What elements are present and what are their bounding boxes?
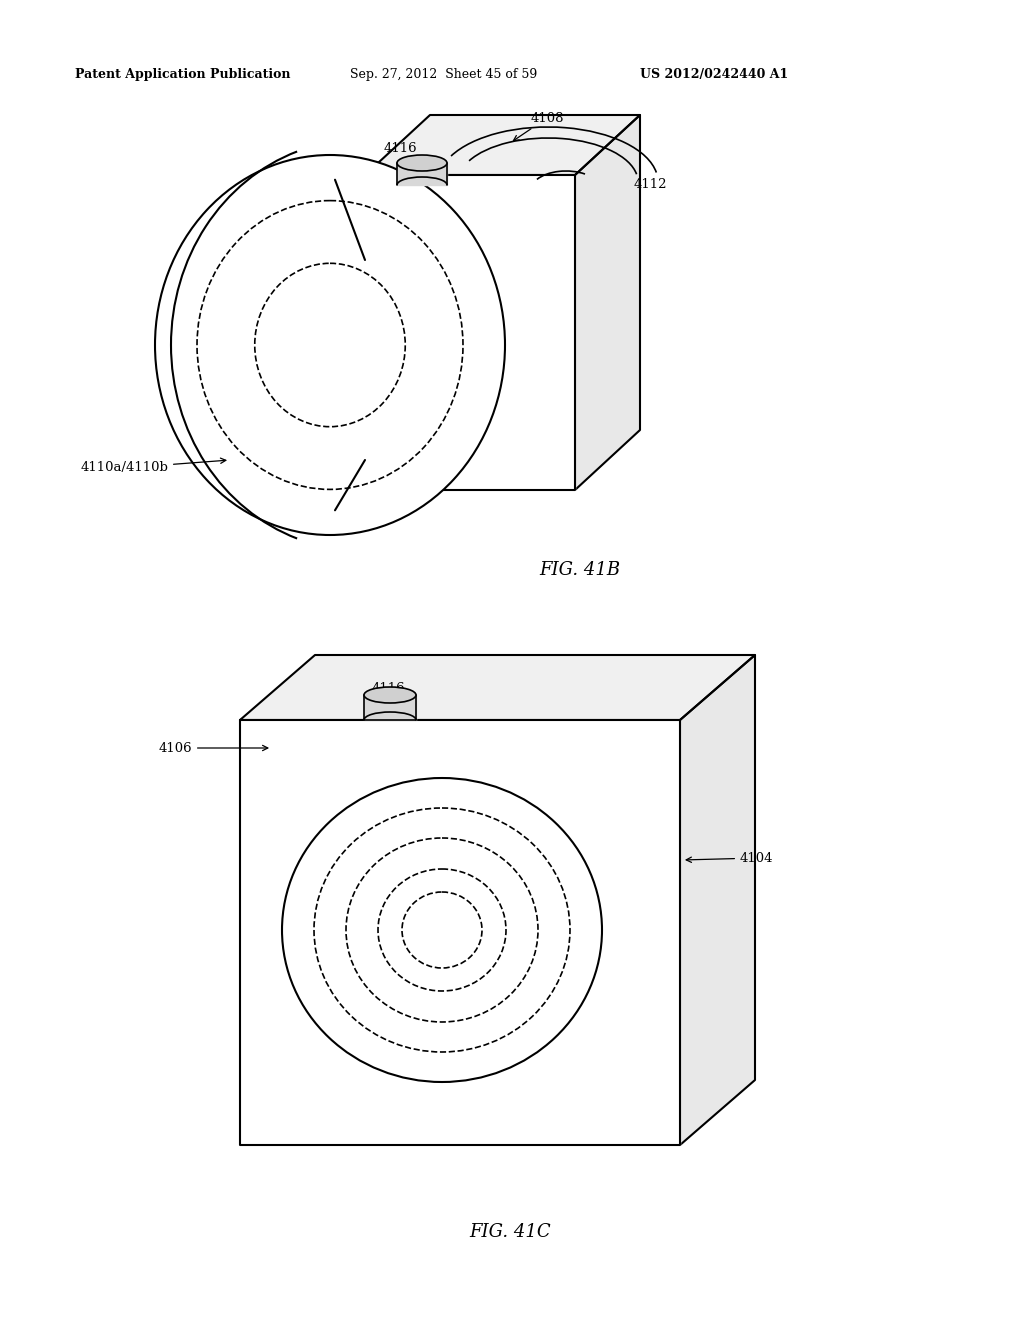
Ellipse shape xyxy=(397,154,447,172)
Polygon shape xyxy=(364,696,416,719)
Text: Sep. 27, 2012  Sheet 45 of 59: Sep. 27, 2012 Sheet 45 of 59 xyxy=(350,69,538,81)
Text: 4108: 4108 xyxy=(513,111,564,141)
Polygon shape xyxy=(240,655,755,719)
Text: 4104: 4104 xyxy=(686,851,773,865)
Ellipse shape xyxy=(364,686,416,704)
Text: 4116: 4116 xyxy=(383,141,417,154)
Polygon shape xyxy=(240,719,680,1144)
Text: 4106: 4106 xyxy=(159,742,268,755)
Polygon shape xyxy=(365,115,640,176)
Ellipse shape xyxy=(282,777,602,1082)
Text: FIG. 41B: FIG. 41B xyxy=(540,561,621,579)
Text: 4114: 4114 xyxy=(506,912,592,945)
Text: FIG. 41C: FIG. 41C xyxy=(469,1224,551,1241)
Polygon shape xyxy=(575,115,640,490)
Text: 4102: 4102 xyxy=(443,829,477,842)
Text: 4112: 4112 xyxy=(633,178,667,191)
Ellipse shape xyxy=(155,154,505,535)
Text: 4100: 4100 xyxy=(372,1003,404,1016)
Text: Patent Application Publication: Patent Application Publication xyxy=(75,69,291,81)
Text: 4116: 4116 xyxy=(371,681,404,694)
Polygon shape xyxy=(365,176,575,490)
Text: 4110a/4110b: 4110a/4110b xyxy=(80,458,226,474)
Text: US 2012/0242440 A1: US 2012/0242440 A1 xyxy=(640,69,788,81)
Polygon shape xyxy=(397,162,447,185)
Polygon shape xyxy=(680,655,755,1144)
